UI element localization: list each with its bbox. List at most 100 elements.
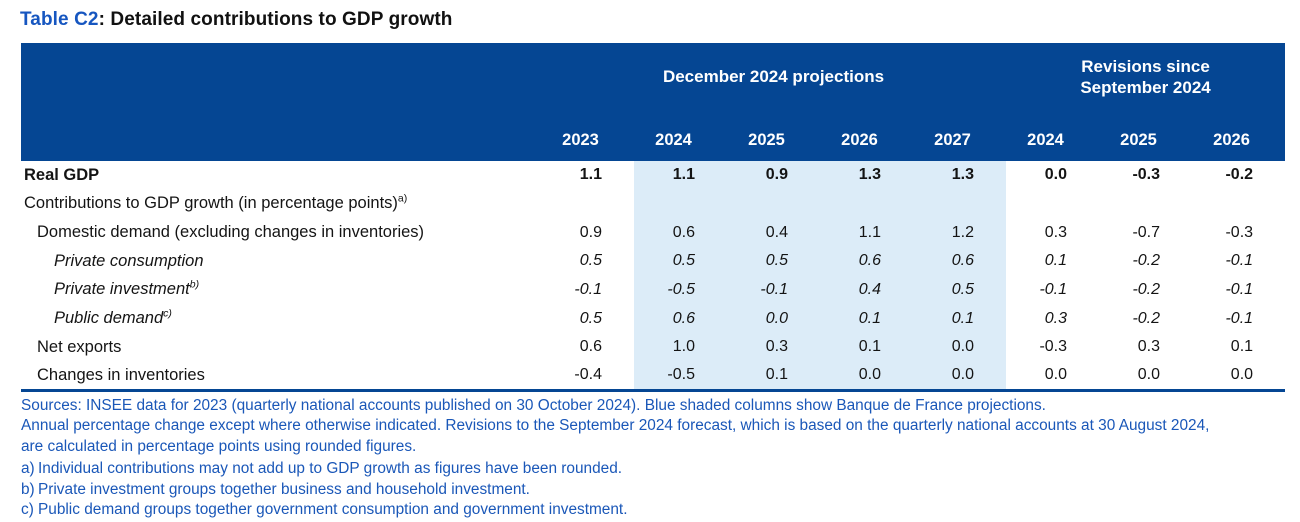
year-header-4-2027: 2027: [913, 111, 1007, 161]
value-cell: 0.6: [634, 304, 727, 333]
footnote-text: Public demand groups together government…: [38, 501, 628, 519]
table-title-text: : Detailed contributions to GDP growth: [98, 9, 453, 30]
value-cell: -0.2: [1132, 280, 1161, 298]
value-cell: 0.3: [1044, 223, 1068, 241]
table-row: Net exports 0.6 1.0 0.3 0.1 0.0 -0.3 0.3 0.1: [21, 332, 1285, 362]
footnote-text: Individual contributions may not add up …: [38, 460, 623, 478]
year-header-6-2025: 2025: [1099, 111, 1193, 161]
table-body: Real GDP 1.1 1.1 0.9 1.3 1.3 0.0 -0.3 -0.2 Contri…: [21, 161, 1286, 391]
table-row: Changes in inventories -0.4 -0.5 0.1 0.0 0.0 0…: [21, 361, 1285, 391]
table-row: Private consumption 0.5 0.5 0.5 0.6 0.6 0.1 -0.…: [21, 246, 1285, 276]
year-header-2-2025: 2025: [727, 111, 820, 161]
value-cell: 0.4: [727, 218, 820, 247]
year-header-7-2026: 2026: [1192, 111, 1286, 161]
value-cell: 0.0: [913, 332, 1007, 362]
value-cell: 0.1: [820, 304, 913, 333]
table-row: Domestic demand (excluding changes in in…: [21, 218, 1285, 247]
group-header-revisions: Revisions since September 2024: [1006, 43, 1286, 111]
label-column-header: [21, 43, 541, 161]
value-cell: -0.1: [574, 280, 602, 298]
value-cell: [820, 189, 913, 219]
value-cell: -0.3: [1039, 338, 1068, 356]
value-cell: 0.0: [1044, 366, 1068, 384]
footnote-ref: b): [189, 278, 200, 291]
year-header-1-2024: 2024: [634, 111, 727, 161]
value-cell: [541, 190, 634, 219]
value-cell: 0.3: [727, 332, 820, 362]
value-cell: 0.5: [727, 246, 820, 276]
value-cell: 1.3: [820, 161, 913, 190]
value-cell: -0.3: [1225, 223, 1254, 241]
row-label-cell: Domestic demand (excluding changes in in…: [21, 218, 541, 247]
row-label: Public demand: [54, 309, 164, 328]
page-title: Table C2: Detailed contributions to GDP …: [20, 9, 452, 31]
footnote-marker: c): [21, 501, 34, 519]
value-cell: 1.0: [634, 332, 727, 362]
value-cell: 0.0: [820, 361, 913, 391]
source-line: Annual percentage change except where ot…: [21, 417, 1210, 435]
value-cell: [727, 189, 820, 219]
value-cell: 0.5: [913, 275, 1007, 305]
value-cell: -0.1: [1225, 280, 1254, 298]
year-header-0-2023: 2023: [541, 111, 634, 161]
row-label-cell: Private investmentb): [21, 276, 541, 305]
footnote-marker: b): [21, 480, 35, 498]
value-cell: 0.4: [820, 275, 913, 305]
value-cell: 0.5: [634, 246, 727, 276]
value-cell: 0.5: [579, 309, 602, 327]
value-cell: 1.3: [913, 161, 1007, 190]
source-line: Sources: INSEE data for 2023 (quarterly …: [21, 397, 1046, 414]
value-cell: 0.3: [1044, 309, 1068, 327]
row-label-cell: Public demandc): [21, 304, 541, 333]
source-line: are calculated in percentage points usin…: [21, 437, 417, 455]
footnote-ref: a): [397, 192, 408, 205]
table-row: Contributions to GDP growth (in percenta…: [21, 189, 1285, 219]
row-label: Net exports: [37, 337, 122, 356]
table-header: December 2024 projections Revisions since…: [21, 43, 1286, 161]
value-cell: -0.1: [1225, 309, 1254, 327]
value-cell: -0.1: [1039, 280, 1068, 298]
footnote-text: Private investment groups together busin…: [38, 480, 530, 498]
year-header-5-2024: 2024: [1006, 111, 1100, 161]
footnote-item: a) Individual contributions may not add u…: [21, 459, 1299, 479]
footnote-item: c) Public demand groups together governme…: [21, 500, 1299, 520]
value-cell: 0.1: [1044, 252, 1068, 270]
table-row: Real GDP 1.1 1.1 0.9 1.3 1.3 0.0 -0.3 -0.2: [21, 161, 1285, 190]
value-cell: -0.2: [1225, 166, 1254, 184]
row-label-cell: Real GDP: [21, 161, 541, 190]
value-cell: 0.1: [1230, 338, 1254, 356]
value-cell: [1099, 190, 1192, 219]
row-label: Real GDP: [24, 165, 100, 184]
value-cell: -0.3: [1132, 166, 1161, 184]
value-cell: -0.7: [1132, 223, 1161, 241]
value-cell: -0.5: [634, 361, 727, 391]
gdp-contributions-table: December 2024 projections Revisions since…: [21, 43, 1286, 392]
row-label: Private consumption: [54, 251, 204, 270]
value-cell: 1.1: [634, 161, 727, 190]
row-label-cell: Contributions to GDP growth (in percenta…: [21, 190, 541, 219]
footnote-item: b) Private investment groups together bus…: [21, 480, 1299, 500]
value-cell: 0.6: [820, 246, 913, 276]
value-cell: 0.1: [727, 361, 820, 391]
value-cell: [1006, 190, 1099, 219]
value-cell: -0.2: [1132, 309, 1161, 327]
value-cell: -0.1: [727, 275, 820, 305]
row-label-cell: Net exports: [21, 333, 541, 362]
footnote-items: a) Individual contributions may not add u…: [21, 459, 1299, 520]
value-cell: 0.0: [1230, 366, 1254, 384]
row-label: Domestic demand (excluding changes in in…: [37, 223, 425, 242]
value-cell: 0.0: [913, 361, 1007, 391]
table-number: Table C2: [20, 9, 99, 30]
value-cell: 0.0: [1137, 366, 1161, 384]
value-cell: 0.9: [579, 223, 602, 241]
value-cell: 0.1: [913, 304, 1007, 333]
footnotes: Sources: INSEE data for 2023 (quarterly …: [21, 396, 1299, 520]
value-cell: 0.6: [579, 338, 602, 356]
value-cell: 0.6: [913, 246, 1007, 276]
row-label: Private investment: [54, 280, 190, 299]
row-label-cell: Changes in inventories: [21, 361, 541, 390]
value-cell: [1192, 190, 1285, 219]
value-cell: -0.5: [634, 275, 727, 305]
value-cell: 0.5: [579, 252, 602, 270]
value-cell: 0.1: [820, 332, 913, 362]
